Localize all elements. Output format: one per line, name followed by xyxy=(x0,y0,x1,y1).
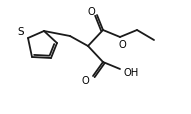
Text: O: O xyxy=(118,40,126,50)
Text: O: O xyxy=(87,7,95,17)
Text: S: S xyxy=(18,27,24,37)
Text: OH: OH xyxy=(123,67,139,77)
Text: O: O xyxy=(81,75,89,85)
